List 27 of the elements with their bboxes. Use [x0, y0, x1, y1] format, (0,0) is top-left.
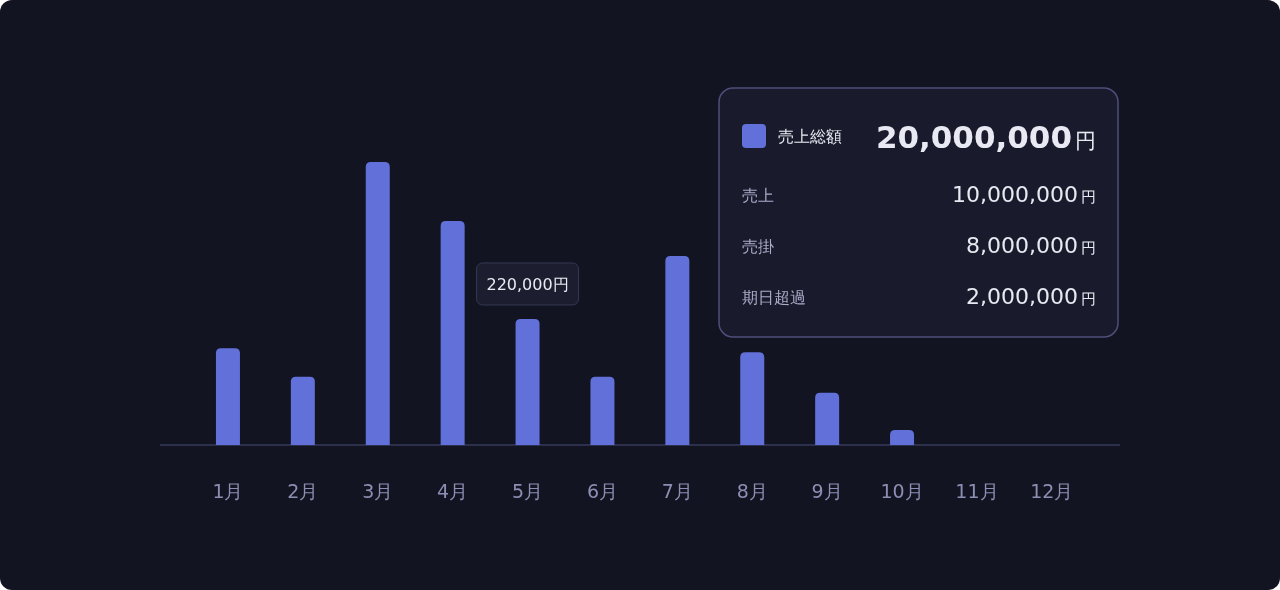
x-tick-label: 1月 — [212, 480, 244, 502]
bar — [215, 348, 240, 445]
x-tick-label: 2月 — [287, 480, 319, 502]
x-tick-label: 7月 — [661, 480, 693, 502]
annotation: 売掛 — [742, 237, 774, 256]
legend-label: 売上総額 — [778, 127, 842, 146]
bar — [665, 255, 690, 445]
bar — [290, 376, 315, 445]
x-tick-label: 3月 — [362, 480, 394, 502]
bar — [440, 221, 465, 445]
bar — [815, 392, 840, 445]
bar — [890, 430, 915, 445]
bar — [365, 162, 390, 445]
bar — [515, 318, 540, 445]
x-tick-label: 5月 — [512, 480, 544, 502]
x-tick-label: 11月 — [955, 480, 999, 502]
annotation: 売上 — [742, 186, 774, 205]
x-tick-label: 8月 — [736, 480, 768, 502]
bar — [740, 352, 765, 445]
x-tick-label: 12月 — [1030, 480, 1074, 502]
x-tick-label: 9月 — [811, 480, 843, 502]
annotation: 期日超過 — [742, 288, 806, 307]
data-label: 220,000円 — [486, 274, 569, 294]
bar — [590, 376, 615, 445]
x-tick-label: 4月 — [437, 480, 469, 502]
x-tick-label: 6月 — [586, 480, 618, 502]
x-tick-label: 10月 — [880, 480, 924, 502]
